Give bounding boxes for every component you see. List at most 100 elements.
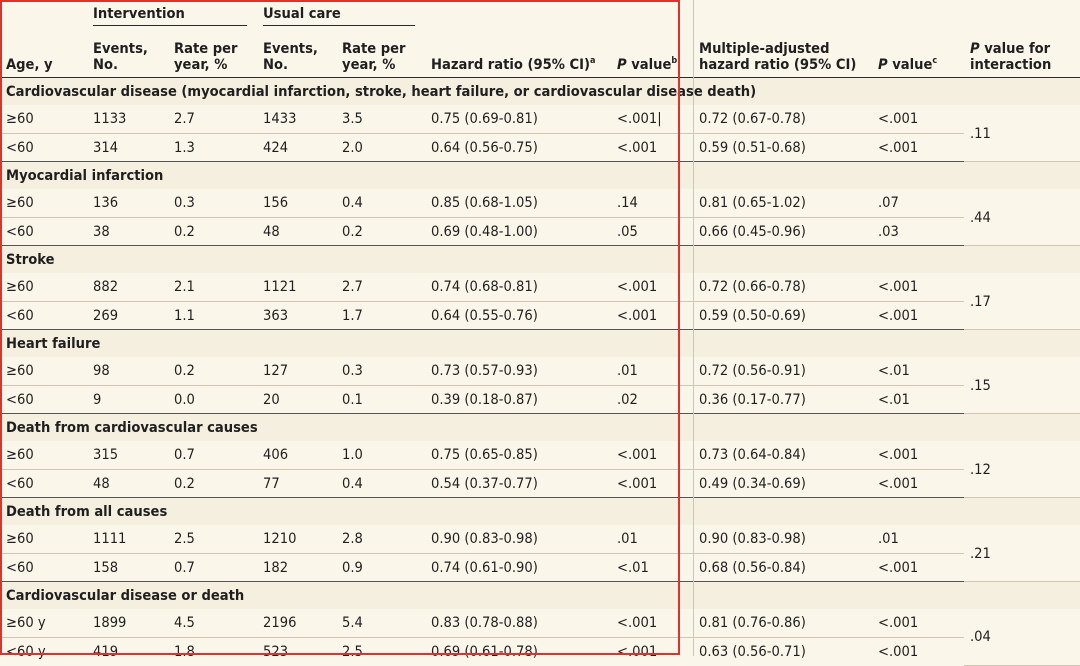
- section-title: Cardiovascular disease (myocardial infar…: [0, 77, 756, 105]
- adjusted-hr-cell: 0.68 (0.56-0.84): [699, 558, 806, 576]
- adjusted-p-cell: <.001: [872, 105, 965, 134]
- age-cell: <60: [6, 390, 34, 408]
- uc-events-cell: 77: [263, 474, 280, 492]
- header-column-row: Age, y Events, No. Rate per year, % Even…: [0, 29, 1080, 78]
- uc-events-cell: 1121: [257, 273, 337, 302]
- p-value-cell: <.001: [617, 138, 658, 156]
- uc-rate-cell: 2.5: [342, 642, 363, 660]
- p-interaction-cell: .44: [964, 189, 1080, 246]
- int-rate-cell: 2.5: [168, 525, 258, 554]
- section-header: Stroke: [0, 245, 1080, 273]
- p-interaction-cell: .15: [964, 357, 1080, 414]
- int-rate-cell: 4.5: [168, 609, 258, 638]
- int-events-cell: 48: [93, 474, 110, 492]
- section-title: Stroke: [0, 245, 694, 273]
- age-cell: ≥60: [0, 357, 87, 386]
- hazard-ratio-cell: 0.83 (0.78-0.88): [425, 609, 612, 638]
- p-value-cell: <.001: [611, 441, 694, 470]
- section-header: Myocardial infarction: [0, 161, 1080, 189]
- uc-events-cell: 2196: [257, 609, 337, 638]
- section-header: Cardiovascular disease (myocardial infar…: [0, 77, 1080, 105]
- adjusted-p-cell: <.001: [878, 306, 919, 324]
- adjusted-p-cell: <.001: [878, 474, 919, 492]
- uc-rate-cell: 0.4: [342, 474, 363, 492]
- p-value-cell: <.01: [617, 558, 649, 576]
- int-rate-cell: 0.2: [174, 474, 195, 492]
- age-cell: <60: [6, 306, 34, 324]
- uc-rate-cell: 0.9: [342, 558, 363, 576]
- int-rate-cell: 1.3: [174, 138, 195, 156]
- table-row: <60 y 419 1.8 523 2.5 0.69 (0.61-0.78) <.001 0.…: [0, 637, 1080, 665]
- int-events-cell: 419: [93, 642, 119, 660]
- col-uc-rate: Rate per year, %: [336, 29, 426, 78]
- hazard-ratio-cell: 0.85 (0.68-1.05): [425, 189, 612, 218]
- age-cell: ≥60: [0, 441, 87, 470]
- col-hazard-ratio: Hazard ratio (95% CI)a: [425, 29, 612, 78]
- table-row: ≥60 1111 2.5 1210 2.8 0.90 (0.83-0.98) .01 0.90…: [0, 525, 1080, 582]
- adjusted-p-cell: <.01: [878, 390, 910, 408]
- adjusted-hr-cell: 0.36 (0.17-0.77): [699, 390, 806, 408]
- p-value-cell: .05: [617, 222, 638, 240]
- p-value-cell: <.001: [617, 306, 658, 324]
- uc-events-cell: 48: [263, 222, 280, 240]
- hazard-ratio-cell: 0.74 (0.68-0.81): [425, 273, 612, 302]
- int-events-cell: 315: [87, 441, 168, 470]
- int-rate-cell: 0.2: [174, 222, 195, 240]
- table-row: ≥60 882 2.1 1121 2.7 0.74 (0.68-0.81) <.001 0.7…: [0, 273, 1080, 330]
- adjusted-p-cell: .07: [872, 189, 965, 218]
- section-header: Heart failure: [0, 329, 1080, 357]
- adjusted-p-cell: <.001: [878, 642, 919, 660]
- col-p-value: P valueb: [611, 29, 694, 78]
- uc-rate-cell: 0.3: [336, 357, 426, 386]
- int-events-cell: 9: [93, 390, 102, 408]
- adjusted-hr-cell: 0.49 (0.34-0.69): [699, 474, 806, 492]
- uc-rate-cell: 3.5: [336, 105, 426, 134]
- section-header: Cardiovascular disease or death: [0, 581, 1080, 609]
- p-value-cell: .02: [617, 390, 638, 408]
- uc-events-cell: 1210: [257, 525, 337, 554]
- int-events-cell: 1111: [87, 525, 168, 554]
- uc-events-cell: 406: [257, 441, 337, 470]
- table-row: <60 269 1.1 363 1.7 0.64 (0.55-0.76) <.001 0.59…: [0, 301, 1080, 330]
- section-title: Death from all causes: [0, 497, 694, 525]
- table-row: <60 48 0.2 77 0.4 0.54 (0.37-0.77) <.001 0.49 (…: [0, 469, 1080, 498]
- section-title: Myocardial infarction: [0, 161, 694, 189]
- hazard-ratio-cell: 0.69 (0.48-1.00): [431, 222, 538, 240]
- adjusted-hr-cell: 0.66 (0.45-0.96): [699, 222, 806, 240]
- adjusted-p-cell: <.001: [878, 138, 919, 156]
- uc-events-cell: 182: [263, 558, 289, 576]
- p-value-cell: <.001|: [611, 105, 694, 134]
- int-events-cell: 158: [93, 558, 119, 576]
- hazard-ratio-cell: 0.73 (0.57-0.93): [425, 357, 612, 386]
- hazard-ratio-cell: 0.74 (0.61-0.90): [431, 558, 538, 576]
- table-row: ≥60 315 0.7 406 1.0 0.75 (0.65-0.85) <.001 0.73…: [0, 441, 1080, 498]
- col-int-rate: Rate per year, %: [168, 29, 258, 78]
- p-interaction-cell: .12: [964, 441, 1080, 498]
- adjusted-hr-cell: 0.72 (0.67-0.78): [693, 105, 873, 134]
- p-value-cell: <.001: [617, 642, 658, 660]
- p-interaction-cell: .17: [964, 273, 1080, 330]
- adjusted-hr-cell: 0.90 (0.83-0.98): [693, 525, 873, 554]
- section-title: Cardiovascular disease or death: [0, 581, 694, 609]
- uc-events-cell: 156: [257, 189, 337, 218]
- hazard-ratio-cell: 0.75 (0.65-0.85): [425, 441, 612, 470]
- adjusted-hr-cell: 0.81 (0.65-1.02): [693, 189, 873, 218]
- age-cell: <60: [6, 138, 34, 156]
- adjusted-hr-cell: 0.59 (0.50-0.69): [699, 306, 806, 324]
- int-events-cell: 1899: [87, 609, 168, 638]
- uc-rate-cell: 2.0: [342, 138, 363, 156]
- int-events-cell: 269: [93, 306, 119, 324]
- int-events-cell: 98: [87, 357, 168, 386]
- uc-events-cell: 20: [263, 390, 280, 408]
- adjusted-hr-cell: 0.59 (0.51-0.68): [699, 138, 806, 156]
- adjusted-hr-cell: 0.72 (0.66-0.78): [693, 273, 873, 302]
- adjusted-hr-cell: 0.63 (0.56-0.71): [699, 642, 806, 660]
- uc-rate-cell: 5.4: [336, 609, 426, 638]
- group-intervention: Intervention: [93, 5, 248, 26]
- col-age: Age, y: [0, 29, 87, 78]
- p-value-cell: <.001: [611, 609, 694, 638]
- col-multiple-adjusted-hr: Multiple-adjusted hazard ratio (95% CI): [693, 29, 873, 78]
- adjusted-hr-cell: 0.81 (0.76-0.86): [693, 609, 873, 638]
- p-interaction-cell: .04: [964, 609, 1080, 666]
- int-rate-cell: 0.2: [168, 357, 258, 386]
